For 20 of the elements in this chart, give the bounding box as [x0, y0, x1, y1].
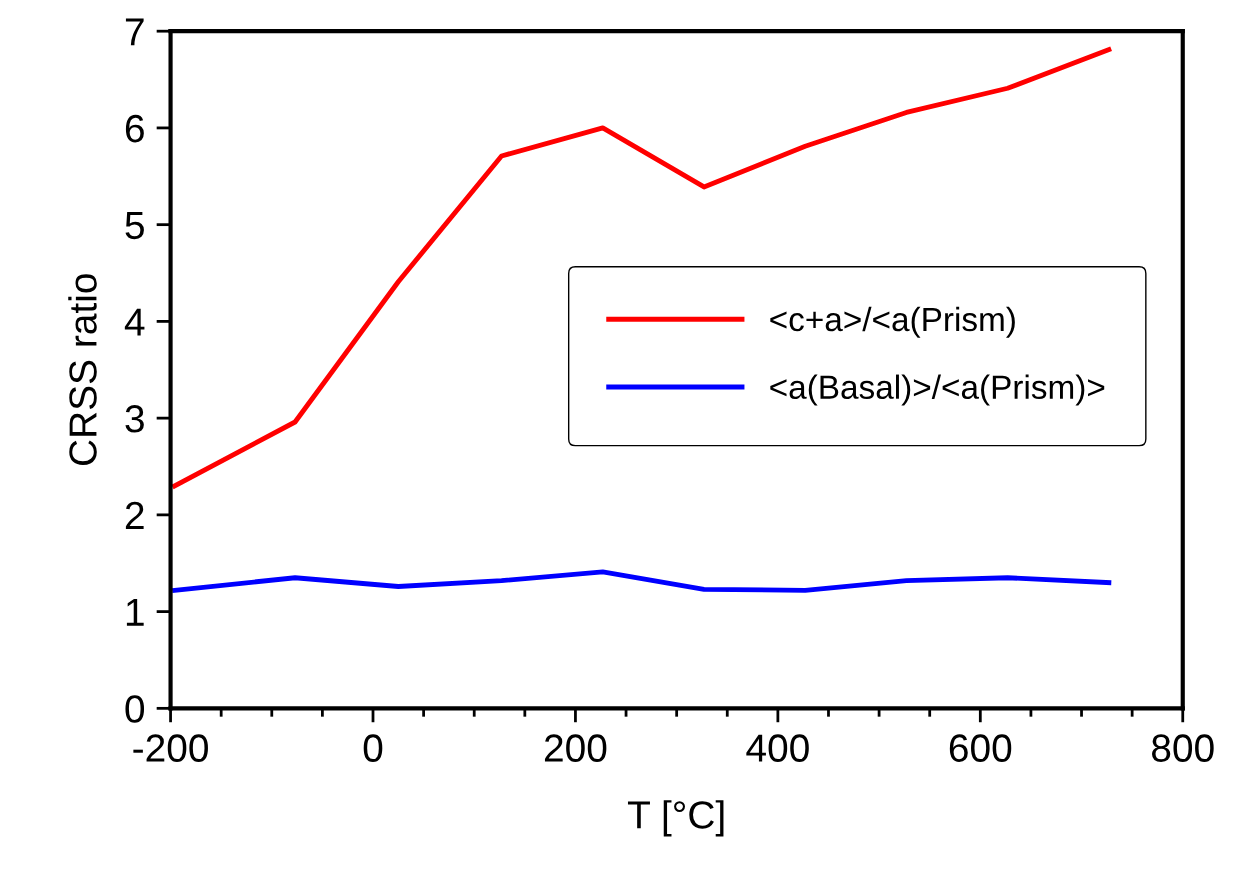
legend-label: <a(Basal)>/<a(Prism)>	[770, 374, 1105, 406]
y-tick-label: 5	[125, 212, 144, 240]
x-axis-title: T [°C]	[627, 800, 724, 837]
x-tick-label: -200	[133, 734, 208, 762]
line-series	[172, 47, 1112, 489]
x-tick-label: 600	[949, 734, 1012, 762]
legend-label: <c+a>/<a(Prism)	[770, 306, 1015, 338]
y-tick-label: 1	[126, 598, 144, 626]
x-tick-label: 400	[746, 734, 809, 762]
y-tick-label: 6	[125, 114, 144, 143]
y-tick-label: 3	[125, 405, 144, 433]
y-tick-label: 7	[125, 18, 144, 46]
y-tick-label: 4	[124, 308, 145, 336]
x-tick-label: 200	[544, 734, 607, 762]
x-tick-label: 800	[1152, 734, 1214, 762]
y-tick-label: 2	[125, 501, 144, 529]
x-tick-label: 0	[363, 734, 383, 762]
line-series	[172, 569, 1112, 593]
y-axis-title: CRSS ratio	[68, 274, 97, 466]
y-tick-label: 0	[125, 695, 145, 723]
